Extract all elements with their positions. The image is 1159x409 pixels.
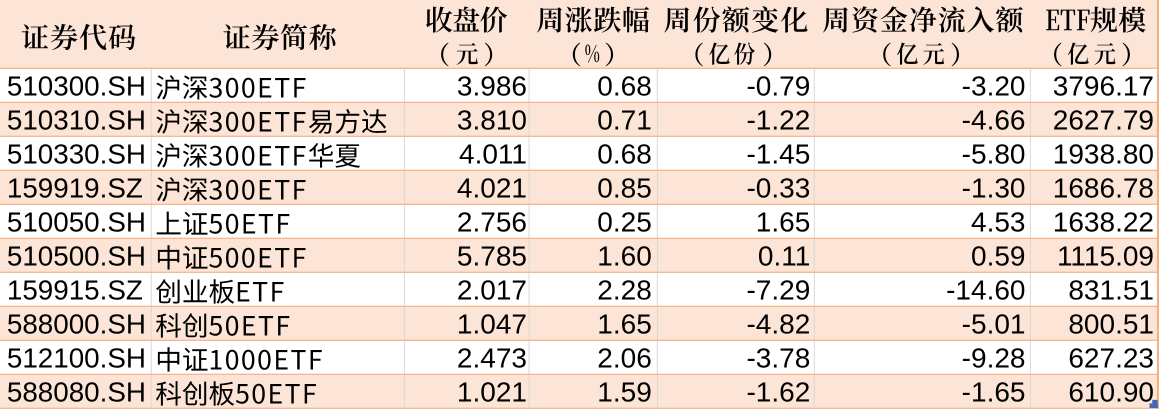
svg-text:-5.01: -5.01 xyxy=(962,309,1026,340)
svg-text:0.68: 0.68 xyxy=(597,71,652,102)
svg-text:1115.09: 1115.09 xyxy=(1057,241,1154,272)
svg-text:-0.79: -0.79 xyxy=(746,71,810,102)
svg-text:2.473: 2.473 xyxy=(457,343,527,374)
svg-text:-0.33: -0.33 xyxy=(746,173,810,204)
svg-text:512100.SH: 512100.SH xyxy=(7,343,146,374)
svg-text:1938.80: 1938.80 xyxy=(1053,139,1154,170)
svg-text:510310.SH: 510310.SH xyxy=(7,105,146,136)
svg-text:-1.22: -1.22 xyxy=(746,105,810,136)
svg-text:588000.SH: 588000.SH xyxy=(7,309,146,340)
svg-text:4.011: 4.011 xyxy=(459,139,527,170)
svg-text:159915.SZ: 159915.SZ xyxy=(7,275,143,306)
svg-text:-4.66: -4.66 xyxy=(962,105,1026,136)
svg-text:1.60: 1.60 xyxy=(597,241,652,272)
svg-text:3796.17: 3796.17 xyxy=(1053,71,1154,102)
svg-text:1.047: 1.047 xyxy=(457,309,527,340)
svg-text:0.85: 0.85 xyxy=(597,173,652,204)
svg-text:0.25: 0.25 xyxy=(597,207,652,238)
svg-text:1686.78: 1686.78 xyxy=(1053,173,1154,204)
svg-text:1.65: 1.65 xyxy=(597,309,652,340)
svg-text:4.021: 4.021 xyxy=(457,173,527,204)
svg-text:-5.80: -5.80 xyxy=(962,139,1026,170)
svg-text:588080.SH: 588080.SH xyxy=(7,377,146,408)
svg-text:1.59: 1.59 xyxy=(597,377,652,408)
svg-text:2.756: 2.756 xyxy=(457,207,527,238)
svg-text:-3.78: -3.78 xyxy=(746,343,810,374)
svg-text:510500.SH: 510500.SH xyxy=(7,241,146,272)
svg-text:0.11: 0.11 xyxy=(758,241,810,272)
svg-text:4.53: 4.53 xyxy=(971,207,1026,238)
svg-text:1.021: 1.021 xyxy=(457,377,527,408)
svg-text:-7.29: -7.29 xyxy=(746,275,810,306)
svg-text:-4.82: -4.82 xyxy=(746,309,810,340)
svg-text:1638.22: 1638.22 xyxy=(1053,207,1154,238)
svg-text:5.785: 5.785 xyxy=(457,241,527,272)
svg-text:0.68: 0.68 xyxy=(597,139,652,170)
svg-text:831.51: 831.51 xyxy=(1068,275,1154,306)
svg-text:510300.SH: 510300.SH xyxy=(7,71,146,102)
svg-text:-1.30: -1.30 xyxy=(962,173,1026,204)
svg-text:3.810: 3.810 xyxy=(457,105,527,136)
svg-text:627.23: 627.23 xyxy=(1068,343,1154,374)
svg-text:-1.65: -1.65 xyxy=(962,377,1026,408)
svg-text:2.28: 2.28 xyxy=(597,275,652,306)
svg-text:0.59: 0.59 xyxy=(971,241,1026,272)
svg-text:-9.28: -9.28 xyxy=(962,343,1026,374)
svg-text:510330.SH: 510330.SH xyxy=(7,139,146,170)
svg-text:-14.60: -14.60 xyxy=(946,275,1025,306)
svg-text:3.986: 3.986 xyxy=(457,71,527,102)
svg-text:510050.SH: 510050.SH xyxy=(7,207,146,238)
svg-text:2.017: 2.017 xyxy=(457,275,527,306)
svg-text:0.71: 0.71 xyxy=(597,105,652,136)
svg-text:2627.79: 2627.79 xyxy=(1053,105,1154,136)
svg-text:-1.45: -1.45 xyxy=(746,139,810,170)
svg-text:610.90: 610.90 xyxy=(1068,377,1154,408)
svg-text:800.51: 800.51 xyxy=(1068,309,1154,340)
svg-text:2.06: 2.06 xyxy=(597,343,652,374)
svg-text:159919.SZ: 159919.SZ xyxy=(7,173,143,204)
svg-text:-1.62: -1.62 xyxy=(746,377,810,408)
svg-text:1.65: 1.65 xyxy=(756,207,811,238)
svg-text:-3.20: -3.20 xyxy=(962,71,1026,102)
